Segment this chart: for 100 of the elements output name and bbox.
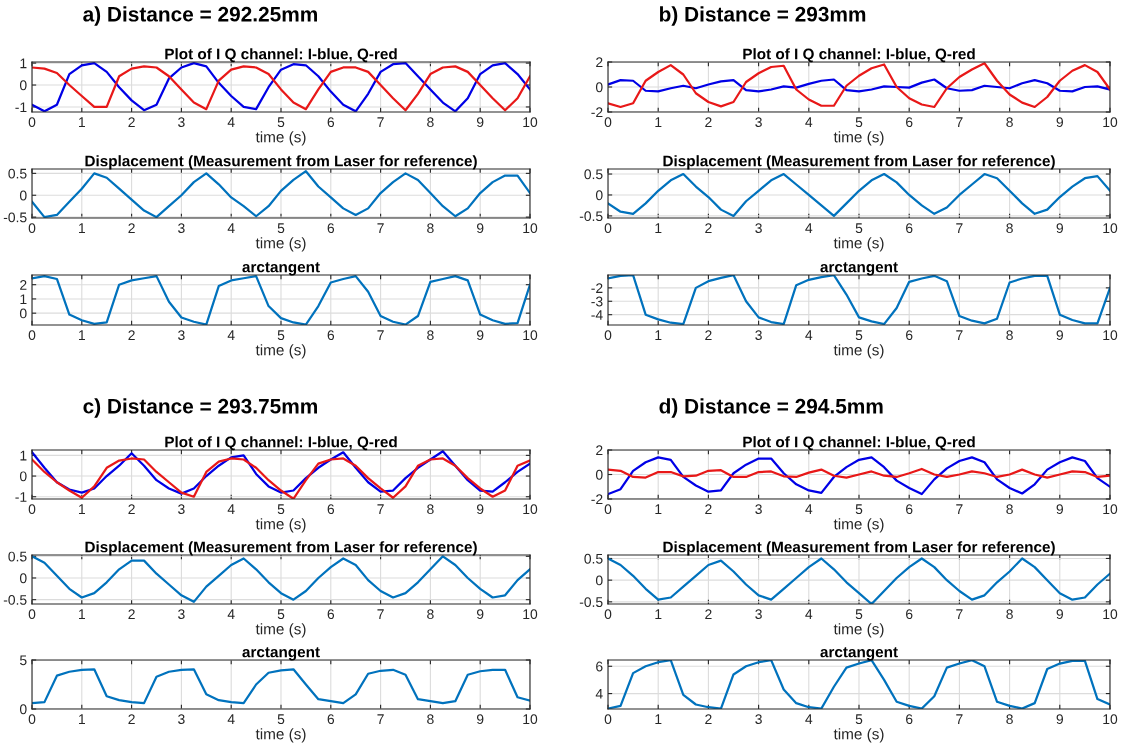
y-tick-label: 0 xyxy=(595,82,603,93)
y-tick-label: -0.5 xyxy=(3,595,27,605)
line-series xyxy=(32,275,530,325)
x-tick-label: 3 xyxy=(178,330,185,341)
x-tick-label: 3 xyxy=(178,714,185,725)
y-tick-label: 5 xyxy=(19,655,27,666)
x-axis-title: time (s) xyxy=(255,518,306,533)
x-tick-label: 9 xyxy=(476,504,484,515)
text: b) Distance = 293mm xyxy=(660,6,866,26)
y-tick-label: -2 xyxy=(591,107,603,118)
x-tick-label: 8 xyxy=(427,609,434,620)
text: d) Distance = 294.5mm xyxy=(659,398,883,418)
text: c) Distance = 293.75mm xyxy=(83,398,317,418)
x-tick-label: 4 xyxy=(805,223,813,233)
x-tick-label: 6 xyxy=(906,714,913,725)
y-tick-label: -2 xyxy=(591,283,603,293)
x-tick-label: 4 xyxy=(227,117,235,127)
x-tick-label: 5 xyxy=(277,223,285,234)
x-tick-label: 3 xyxy=(178,117,185,128)
x-tick-label: 1 xyxy=(79,504,85,514)
x-tick-label: 2 xyxy=(705,330,712,340)
x-tick-label: 8 xyxy=(427,714,434,725)
x-tick-label: 2 xyxy=(128,504,135,514)
x-tick-label: 1 xyxy=(79,223,85,233)
x-tick-label: 7 xyxy=(956,330,963,340)
y-tick-label: 0.5 xyxy=(584,553,603,564)
x-tick-label: 3 xyxy=(755,117,762,128)
x-tick-label: 0 xyxy=(604,223,612,234)
x-tick-label: 0 xyxy=(28,504,36,515)
x-tick-label: 10 xyxy=(523,223,538,234)
y-tick-label: 1 xyxy=(20,58,27,69)
chart-title: Plot of I Q channel: I-blue, Q-red xyxy=(743,48,975,63)
x-tick-label: 6 xyxy=(906,330,913,341)
y-tick-label: 4 xyxy=(595,689,603,699)
y-tick-label: 2 xyxy=(596,57,603,68)
x-tick-label: 1 xyxy=(79,117,85,127)
x-tick-label: 7 xyxy=(956,223,963,233)
x-tick-label: 10 xyxy=(1103,117,1118,128)
x-tick-label: 4 xyxy=(227,223,235,233)
x-tick-label: 6 xyxy=(906,223,913,234)
x-tick-label: 8 xyxy=(1006,714,1013,725)
y-tick-label: 0 xyxy=(19,190,27,201)
x-tick-label: 5 xyxy=(277,609,285,620)
x-tick-label: 10 xyxy=(523,504,538,515)
x-tick-label: 6 xyxy=(906,609,913,620)
x-tick-label: 8 xyxy=(427,504,434,515)
x-tick-label: 5 xyxy=(277,714,285,725)
x-axis-title: time (s) xyxy=(255,131,306,146)
line-series xyxy=(608,172,1110,218)
x-tick-label: 0 xyxy=(604,714,612,725)
x-tick-label: 8 xyxy=(1006,117,1013,128)
x-tick-label: 9 xyxy=(476,223,484,234)
chart-title: arctangent xyxy=(242,647,320,661)
x-tick-label: 5 xyxy=(277,117,285,128)
x-tick-label: 10 xyxy=(523,714,538,725)
line-series xyxy=(608,557,1110,604)
x-tick-label: 10 xyxy=(1103,504,1118,515)
x-tick-label: 10 xyxy=(1103,609,1118,620)
x-tick-label: 3 xyxy=(755,609,762,620)
y-tick-label: -3 xyxy=(591,296,603,307)
x-tick-label: 9 xyxy=(476,714,484,725)
x-tick-label: 7 xyxy=(377,609,384,619)
x-tick-label: 7 xyxy=(377,504,384,514)
x-axis-title: time (s) xyxy=(833,623,884,638)
chart-title: Plot of I Q channel: I-blue, Q-red xyxy=(165,436,397,451)
x-tick-label: 2 xyxy=(128,714,135,724)
x-tick-label: 7 xyxy=(377,714,384,724)
y-tick-label: -4 xyxy=(591,310,603,320)
x-tick-label: 9 xyxy=(1056,609,1063,620)
x-tick-label: 6 xyxy=(327,714,335,725)
x-tick-label: 1 xyxy=(655,714,662,724)
x-tick-label: 5 xyxy=(855,504,863,515)
chart-title: arctangent xyxy=(820,262,898,276)
x-axis-title: time (s) xyxy=(255,237,306,252)
chart-title: arctangent xyxy=(242,262,320,276)
x-tick-label: 1 xyxy=(655,504,662,514)
x-axis-title: time (s) xyxy=(255,728,306,743)
y-tick-label: 6 xyxy=(596,661,603,672)
x-tick-label: 5 xyxy=(855,117,863,128)
x-tick-label: 6 xyxy=(906,504,913,515)
y-tick-label: 0 xyxy=(19,471,27,482)
x-tick-label: 10 xyxy=(1103,330,1118,341)
x-tick-label: 4 xyxy=(805,609,813,619)
line-series xyxy=(608,467,1110,479)
x-axis-title: time (s) xyxy=(255,344,306,359)
y-tick-label: 0 xyxy=(19,80,27,91)
y-tick-label: 2 xyxy=(20,280,27,290)
x-tick-label: 2 xyxy=(128,330,135,340)
x-tick-label: 10 xyxy=(1103,714,1118,725)
x-tick-label: 2 xyxy=(705,504,712,514)
y-tick-label: 0 xyxy=(595,190,603,201)
x-tick-label: 7 xyxy=(956,117,963,127)
y-tick-label: -1 xyxy=(15,492,27,502)
x-tick-label: 4 xyxy=(227,330,235,340)
y-tick-label: -0.5 xyxy=(3,212,27,223)
x-tick-label: 4 xyxy=(805,330,813,340)
x-tick-label: 2 xyxy=(705,117,712,127)
x-tick-label: 7 xyxy=(956,609,963,619)
x-tick-label: 1 xyxy=(655,330,662,340)
x-tick-label: 1 xyxy=(79,330,85,340)
